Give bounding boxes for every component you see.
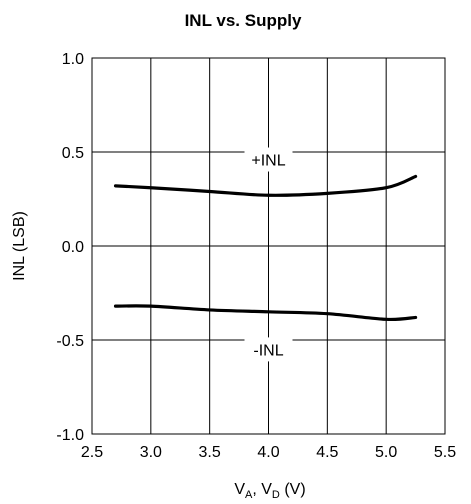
y-tick-label-3: 0.5 xyxy=(62,145,84,162)
y-axis-title: INL (LSB) xyxy=(11,211,28,281)
x-tick-label-2: 3.5 xyxy=(199,444,221,461)
x-axis-title-unit: (V) xyxy=(280,481,306,498)
series-lines xyxy=(113,174,418,322)
series-labels: +INL -INL xyxy=(244,147,293,362)
x-tick-label-5: 5.0 xyxy=(375,444,397,461)
y-tick-label-2: 0.0 xyxy=(62,239,84,256)
x-tick-labels: 2.5 3.0 3.5 4.0 4.5 5.0 5.5 xyxy=(81,444,456,461)
y-tick-label-4: 1.0 xyxy=(62,51,84,68)
series-line-minus-inl xyxy=(113,304,418,322)
grid-lines xyxy=(91,57,446,435)
plot-frame xyxy=(91,57,446,435)
series-label-minus-inl-backdrop xyxy=(244,337,293,362)
series-label-plus-inl: +INL xyxy=(251,153,285,170)
x-tick-label-0: 2.5 xyxy=(81,444,103,461)
y-tick-label-0: -1.0 xyxy=(56,427,84,444)
y-tick-labels: -1.0 -0.5 0.0 0.5 1.0 xyxy=(56,51,84,444)
x-axis-title-sub-d: D xyxy=(272,489,280,501)
x-axis-title-separator: , xyxy=(252,481,261,498)
series-label-plus-inl-backdrop xyxy=(244,147,293,172)
x-axis-title-v2: V xyxy=(261,481,272,498)
x-tick-label-4: 4.5 xyxy=(316,444,338,461)
series-label-minus-inl: -INL xyxy=(253,342,283,359)
y-tick-label-1: -0.5 xyxy=(56,333,84,350)
x-tick-label-1: 3.0 xyxy=(140,444,162,461)
x-tick-label-6: 5.5 xyxy=(434,444,456,461)
series-line-plus-inl xyxy=(113,174,418,197)
x-axis-title-v1: V xyxy=(234,481,245,498)
x-axis-title: VA, VD (V) xyxy=(234,481,305,501)
chart-title: INL vs. Supply xyxy=(185,11,302,30)
x-tick-label-3: 4.0 xyxy=(257,444,279,461)
x-axis-title-sub-a: A xyxy=(245,489,253,501)
